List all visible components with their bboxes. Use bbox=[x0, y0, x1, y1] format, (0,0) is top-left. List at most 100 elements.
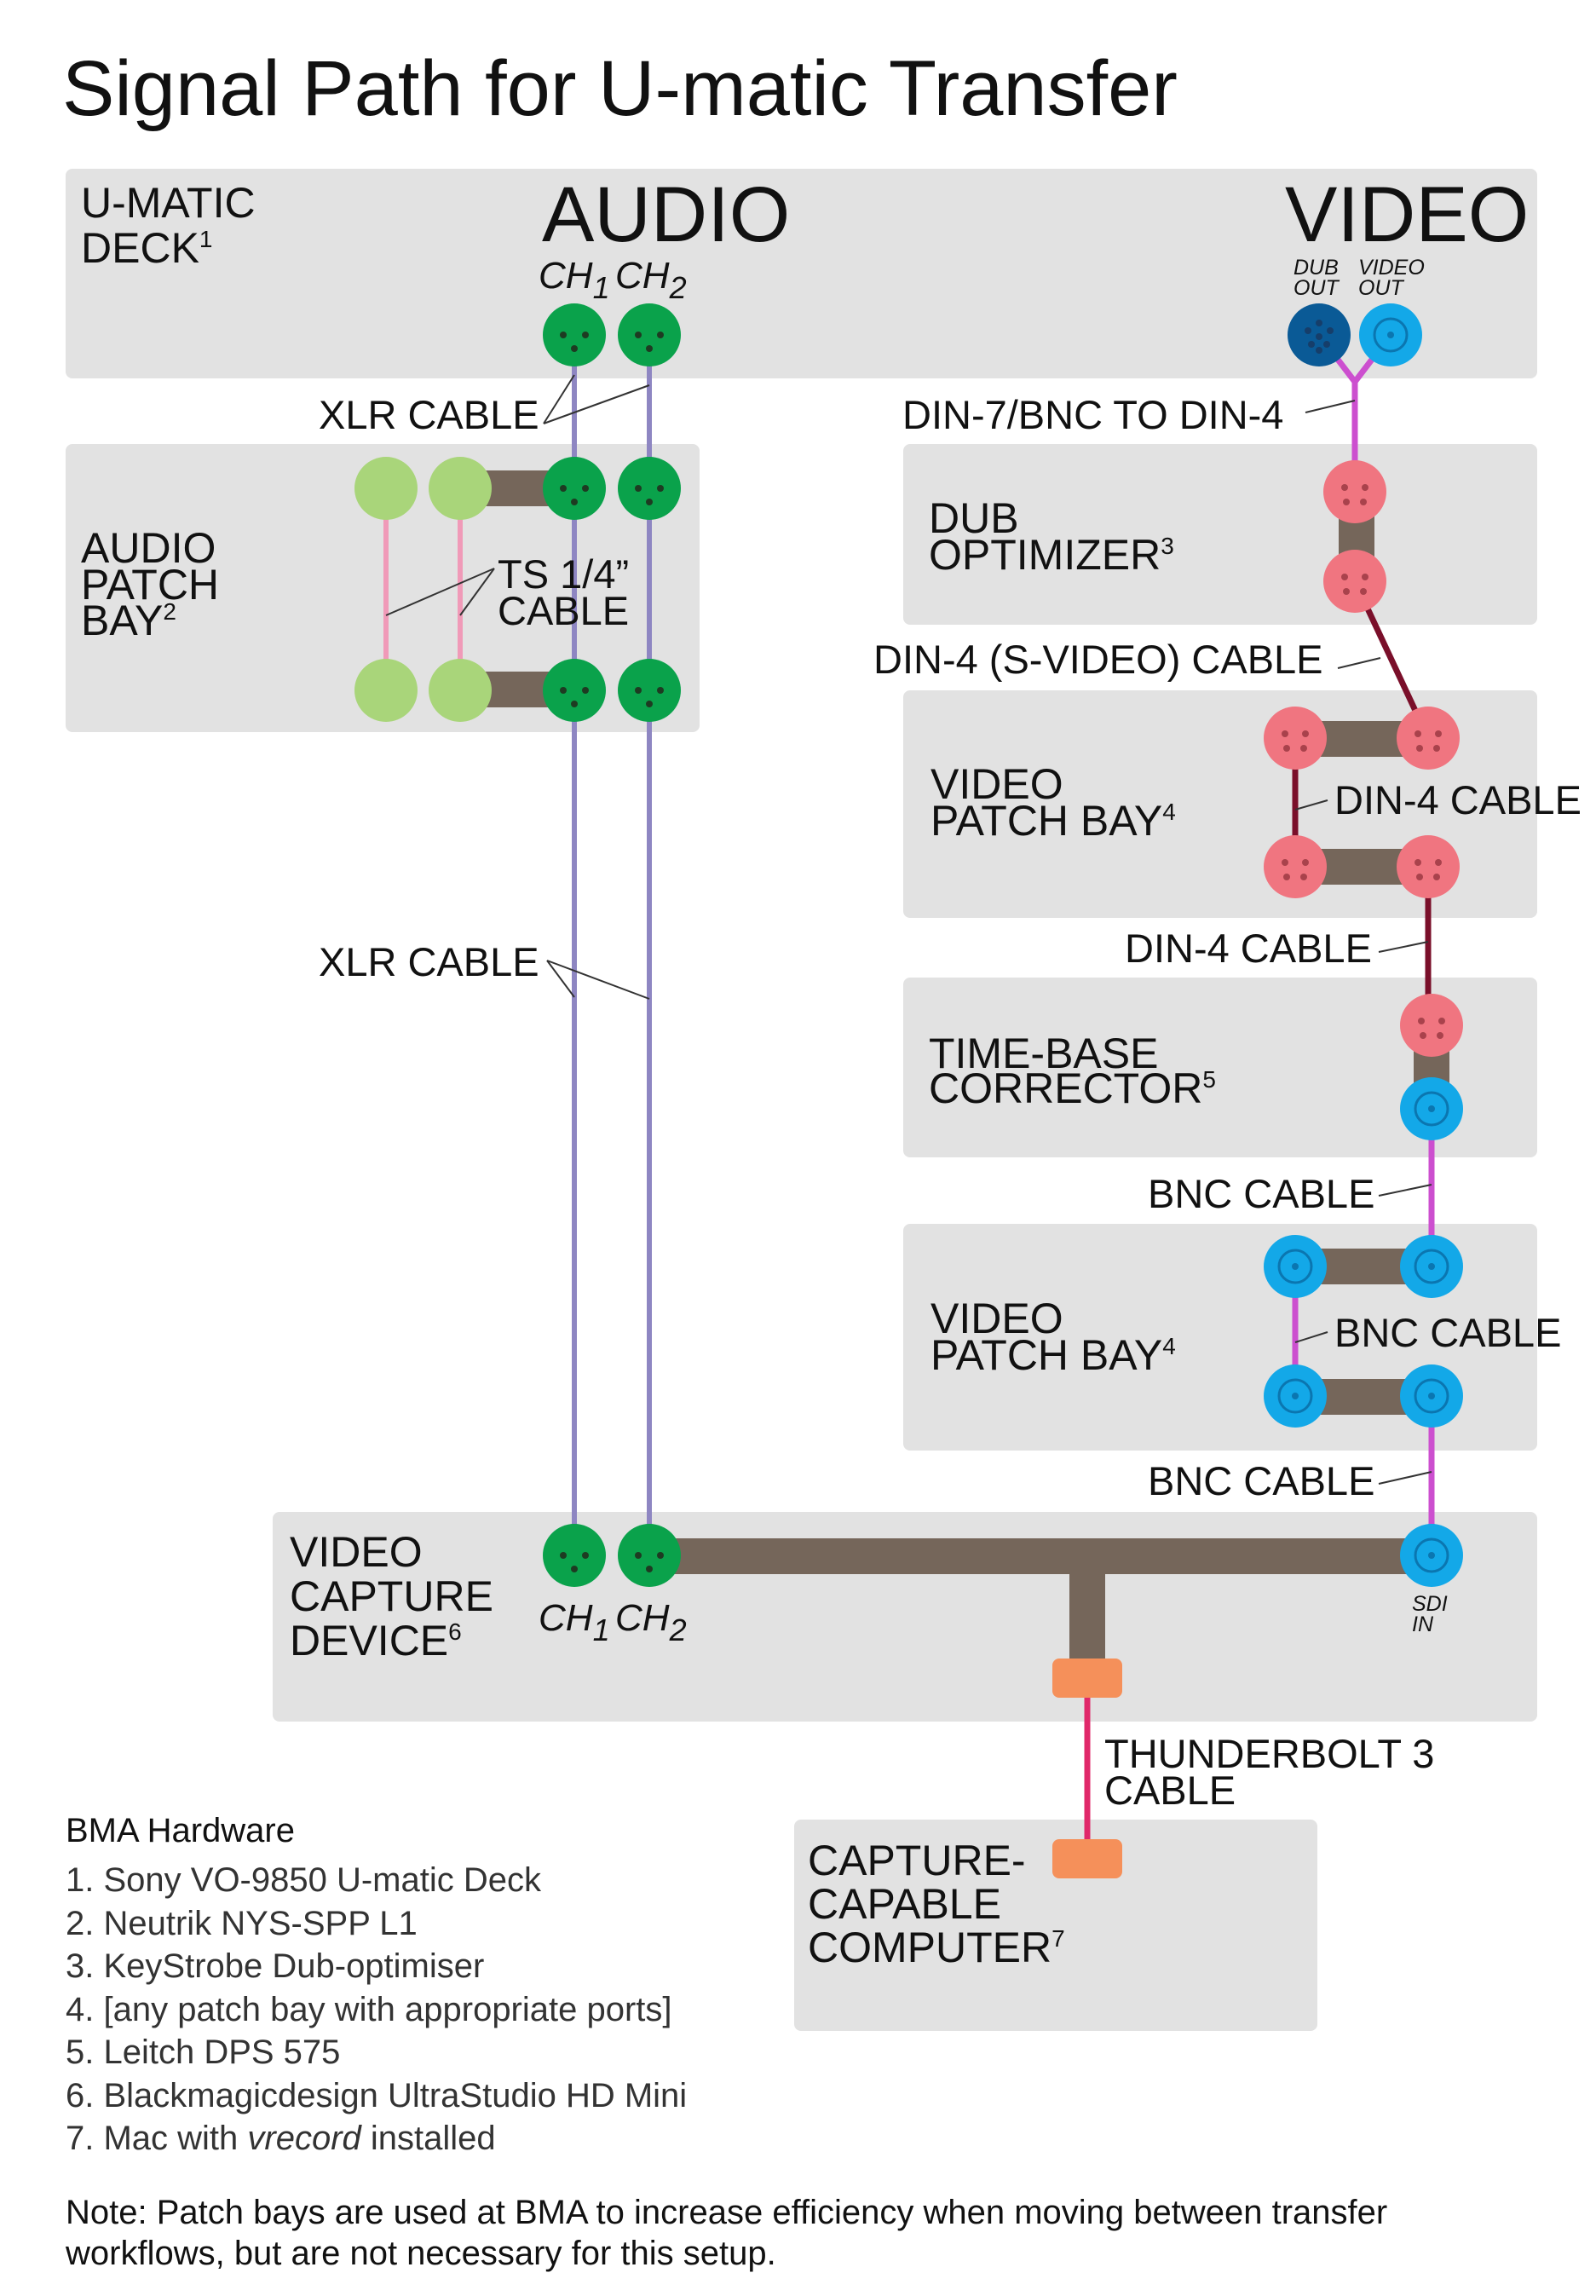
legend-list: 1. Sony VO-9850 U-matic Deck 2. Neutrik … bbox=[66, 1859, 918, 2160]
legend-heading: BMA Hardware bbox=[66, 1812, 295, 1849]
deck-video-out-port bbox=[1359, 303, 1422, 366]
legend-item: 2. Neutrik NYS-SPP L1 bbox=[66, 1904, 418, 1942]
hardware-legend: BMA Hardware 1. Sony VO-9850 U-matic Dec… bbox=[66, 1812, 918, 2160]
capture-ch2-label: CH2 bbox=[615, 1597, 687, 1647]
audio-patch-xlr-ch2-top bbox=[618, 457, 681, 520]
sdi-in-label: SDI IN bbox=[1412, 1592, 1448, 1636]
din7-bnc-cable-label: DIN-7/BNC TO DIN-4 bbox=[902, 392, 1283, 437]
video-patch-1-din4-port-br bbox=[1397, 835, 1460, 898]
footnote-7: 7 bbox=[1052, 1925, 1065, 1952]
din4-tbc-cable-label: DIN-4 CABLE bbox=[1125, 926, 1372, 971]
xlr-cable-top-label: XLR CABLE bbox=[319, 392, 539, 437]
video-patch-2-bnc-port-bl bbox=[1264, 1364, 1327, 1428]
video-out-label: VIDEO OUT bbox=[1358, 256, 1425, 300]
u-matic-deck-label: U-MATIC DECK1 bbox=[81, 179, 256, 272]
dub-optimizer-label-line2: OPTIMIZER bbox=[929, 531, 1161, 579]
capture-ch1-label: CH1 bbox=[539, 1597, 610, 1647]
svg-text:DECK1: DECK1 bbox=[81, 224, 213, 272]
dub-optimizer-label: DUB OPTIMIZER3 bbox=[929, 494, 1174, 579]
footnote-1: 1 bbox=[199, 226, 213, 252]
video-patch-bay-2-label: VIDEO PATCH BAY4 bbox=[931, 1295, 1176, 1379]
audio-patch-xlr-ch1-top bbox=[543, 457, 606, 520]
page-title: Signal Path for U-matic Transfer bbox=[62, 45, 1178, 132]
bnc-patch-cable-label: BNC CABLE bbox=[1334, 1310, 1561, 1355]
dub-optimizer-din4-in-port bbox=[1323, 460, 1386, 523]
leader-bnc-tbc bbox=[1378, 1184, 1432, 1197]
tbc-label-line2: CORRECTOR bbox=[929, 1064, 1202, 1112]
capture-xlr-ch1-port bbox=[543, 1524, 606, 1587]
computer-label-line3: COMPUTER bbox=[808, 1924, 1052, 1971]
deck-label-line2: DECK bbox=[81, 224, 199, 272]
leader-ts-b bbox=[459, 568, 495, 616]
audio-patch-ts-port-2-bottom bbox=[429, 659, 492, 722]
video-patch-2-bnc-port-tl bbox=[1264, 1235, 1327, 1298]
svg-text:VIDEO: VIDEO bbox=[290, 1528, 423, 1576]
leader-xlr-bottom-b bbox=[546, 960, 650, 1000]
audio-patch-xlr-ch2-bottom bbox=[618, 659, 681, 722]
svg-text:CAPTURE: CAPTURE bbox=[290, 1572, 493, 1620]
audio-patch-ts-port-2-top bbox=[429, 457, 492, 520]
capture-bridge-horizontal bbox=[649, 1538, 1431, 1574]
svg-text:CORRECTOR5: CORRECTOR5 bbox=[929, 1064, 1216, 1112]
leader-ts-a bbox=[385, 568, 495, 616]
legend-item: 7. Mac with vrecord installed bbox=[66, 2117, 918, 2160]
capture-computer-box bbox=[794, 1820, 1317, 2031]
svg-text:OPTIMIZER3: OPTIMIZER3 bbox=[929, 531, 1174, 579]
video-patch-1-din4-port-tr bbox=[1397, 707, 1460, 770]
time-base-corrector-label: TIME-BASE CORRECTOR5 bbox=[929, 1030, 1216, 1112]
svg-text:DUB: DUB bbox=[929, 494, 1019, 542]
dub-out-label: DUB OUT bbox=[1294, 256, 1340, 300]
ts-cable-label-line1: TS 1/4” bbox=[498, 551, 629, 597]
svg-text:VIDEO: VIDEO bbox=[931, 760, 1063, 808]
leader-bnc-patch bbox=[1294, 1331, 1328, 1343]
legend-item: 3. KeyStrobe Dub-optimiser bbox=[66, 1947, 485, 1985]
capture-computer-label: CAPTURE- CAPABLE COMPUTER7 bbox=[808, 1837, 1065, 1971]
xlr-cable-bottom-label: XLR CABLE bbox=[319, 939, 539, 984]
leader-xlr-top-b bbox=[543, 384, 650, 424]
video-patch-1-din4-port-bl bbox=[1264, 835, 1327, 898]
capture-label-line3: DEVICE bbox=[290, 1617, 448, 1664]
audio-heading: AUDIO bbox=[542, 171, 790, 258]
audio-patch-ts-port-1-top bbox=[354, 457, 418, 520]
deck-ch2-label: CH2 bbox=[615, 255, 687, 305]
thunderbolt-cable-label-line1: THUNDERBOLT 3 bbox=[1104, 1731, 1434, 1776]
capture-xlr-ch2-port bbox=[618, 1524, 681, 1587]
deck-xlr-ch2-port bbox=[618, 303, 681, 366]
legend-item: 1. Sony VO-9850 U-matic Deck bbox=[66, 1861, 541, 1899]
leader-din4-patch bbox=[1294, 799, 1328, 811]
u-matic-deck-box bbox=[66, 169, 1537, 378]
legend-item7-software: vrecord bbox=[247, 2120, 361, 2157]
audio-patch-xlr-ch1-bottom bbox=[543, 659, 606, 722]
svg-text:IN: IN bbox=[1412, 1612, 1434, 1636]
footnote-4b: 4 bbox=[1162, 1333, 1176, 1359]
svg-text:CAPTURE-: CAPTURE- bbox=[808, 1837, 1026, 1884]
svg-text:COMPUTER7: COMPUTER7 bbox=[808, 1924, 1065, 1971]
legend-item: 4. [any patch bay with appropriate ports… bbox=[66, 1990, 672, 2028]
footnote-6: 6 bbox=[448, 1618, 462, 1645]
thunderbolt-cable-label-line2: CABLE bbox=[1104, 1768, 1236, 1813]
svideo-cable-label: DIN-4 (S-VIDEO) CABLE bbox=[873, 637, 1323, 682]
footnote-3: 3 bbox=[1161, 533, 1174, 559]
svg-text:AUDIO: AUDIO bbox=[81, 524, 216, 572]
svg-text:DUB: DUB bbox=[1294, 256, 1339, 280]
footnote-text: Note: Patch bays are used at BMA to incr… bbox=[66, 2194, 1388, 2272]
audio-patch-ts-port-1-bottom bbox=[354, 659, 418, 722]
svg-text:SDI: SDI bbox=[1412, 1592, 1448, 1616]
footnote-2: 2 bbox=[163, 598, 176, 625]
svg-text:U-MATIC: U-MATIC bbox=[81, 179, 256, 227]
video-patch-2-bnc-port-tr bbox=[1400, 1235, 1463, 1298]
dub-optimizer-din4-out-port bbox=[1323, 550, 1386, 613]
deck-xlr-ch1-port bbox=[543, 303, 606, 366]
ts-cable-label-line2: CABLE bbox=[498, 588, 629, 633]
din4-patch-cable-label: DIN-4 CABLE bbox=[1334, 777, 1582, 822]
svg-text:OUT: OUT bbox=[1358, 276, 1405, 300]
legend-item7-after: installed bbox=[360, 2120, 496, 2157]
svg-text:DEVICE6: DEVICE6 bbox=[290, 1617, 462, 1664]
audio-patch-bay-label: AUDIO PATCH BAY2 bbox=[81, 524, 219, 644]
svg-text:PATCH BAY4: PATCH BAY4 bbox=[931, 1331, 1176, 1379]
legend-item: 5. Leitch DPS 575 bbox=[66, 2034, 341, 2071]
leader-xlr-top-a bbox=[543, 374, 575, 424]
deck-dub-out-port bbox=[1288, 303, 1351, 366]
svg-text:CAPABLE: CAPABLE bbox=[808, 1880, 1001, 1928]
